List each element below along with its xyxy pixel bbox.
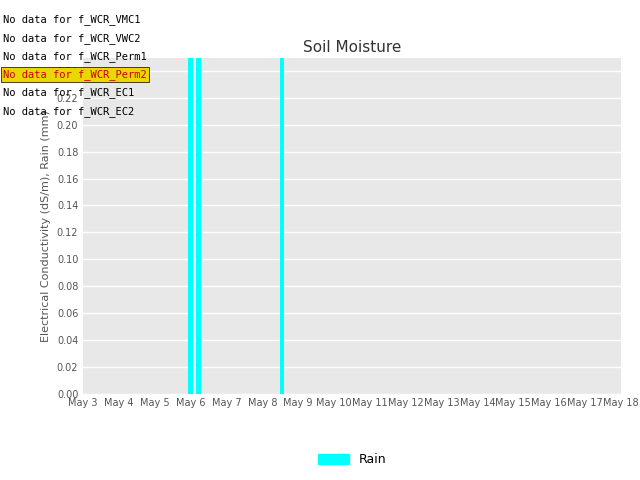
Text: No data for f_WCR_EC2: No data for f_WCR_EC2 [3,106,134,117]
Bar [196,58,201,394]
Text: No data for f_WCR_EC1: No data for f_WCR_EC1 [3,87,134,98]
Legend: Rain: Rain [312,448,392,471]
Text: No data for f_WCR_VMC1: No data for f_WCR_VMC1 [3,14,141,25]
Bar [280,58,284,394]
Text: No data for f_WCR_Perm2: No data for f_WCR_Perm2 [3,69,147,80]
Y-axis label: Electrical Conductivity (dS/m), Rain (mm): Electrical Conductivity (dS/m), Rain (mm… [41,109,51,342]
Bar [188,58,193,394]
Title: Soil Moisture: Soil Moisture [303,40,401,55]
Text: No data for f_WCR_Perm1: No data for f_WCR_Perm1 [3,51,147,62]
Text: No data for f_WCR_VWC2: No data for f_WCR_VWC2 [3,33,141,44]
